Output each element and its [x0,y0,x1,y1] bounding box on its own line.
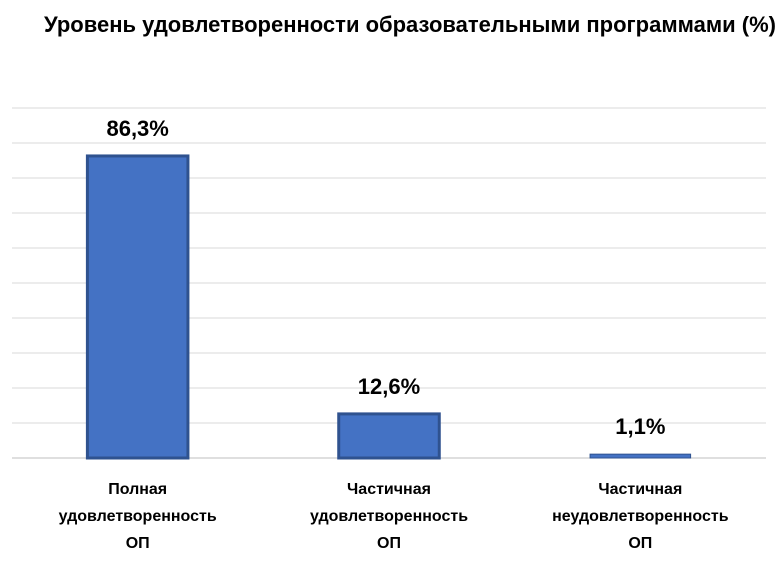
bar [337,412,441,460]
chart-title: Уровень удовлетворенности образовательны… [44,12,776,37]
category-label: Частичная неудовлетворенность ОП [552,481,729,552]
data-labels: 86,3% 12,6% 1,1% [106,116,665,439]
category-label: Полная удовлетворенность ОП [59,481,217,552]
data-label: 1,1% [615,414,665,439]
bars [85,154,692,460]
data-label: 86,3% [106,116,168,141]
category-labels: Полная удовлетворенность ОП Частичная удовле… [59,481,729,552]
data-label: 12,6% [358,374,420,399]
bar [85,154,190,460]
bar [589,453,692,459]
category-label: Частичная удовлетворенность ОП [310,481,468,552]
